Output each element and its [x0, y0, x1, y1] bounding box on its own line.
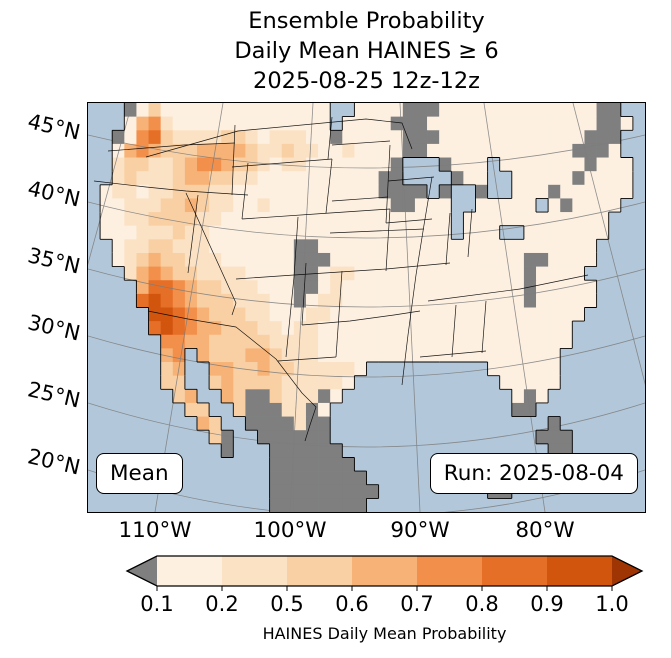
- colorbar-tick-label: 0.5: [270, 592, 304, 616]
- state-borders: [93, 116, 589, 442]
- colorbar-under-arrow: [127, 556, 157, 586]
- colorbar-tick-label: 0.1: [140, 592, 174, 616]
- colorbar-label: HAINES Daily Mean Probability: [262, 624, 507, 643]
- lat-tick-label: 35°N: [25, 243, 83, 279]
- figure-title: Ensemble Probability Daily Mean HAINES ≥…: [88, 6, 645, 96]
- colorbar: [125, 555, 644, 591]
- colorbar-tick-label: 1.0: [595, 592, 629, 616]
- lon-tick-label: 80°W: [515, 518, 575, 543]
- title-line-2: Daily Mean HAINES ≥ 6: [234, 38, 499, 64]
- coastline: [99, 103, 634, 512]
- lat-tick-label: 25°N: [25, 377, 83, 413]
- lat-tick-label: 20°N: [25, 444, 83, 480]
- lon-tick-label: 100°W: [253, 518, 327, 543]
- graticule: [88, 103, 645, 512]
- lat-tick-label: 30°N: [25, 310, 83, 346]
- colorbar-tick-label: 0.7: [400, 592, 434, 616]
- colorbar-tick-label: 0.6: [335, 592, 369, 616]
- colorbar-tick-label: 0.8: [465, 592, 499, 616]
- map-canvas: [87, 102, 646, 513]
- lon-tick-label: 90°W: [390, 518, 450, 543]
- colorbar-ticks: [156, 586, 613, 591]
- colorbar-tick-label: 0.2: [205, 592, 239, 616]
- title-line-1: Ensemble Probability: [248, 8, 485, 34]
- lon-tick-label: 110°W: [118, 518, 192, 543]
- colorbar-tick-label: 0.9: [530, 592, 564, 616]
- lat-tick-label: 45°N: [25, 109, 83, 145]
- title-line-3: 2025-08-25 12z-12z: [253, 68, 480, 94]
- lat-tick-label: 40°N: [25, 176, 83, 212]
- colorbar-over-arrow: [612, 556, 642, 586]
